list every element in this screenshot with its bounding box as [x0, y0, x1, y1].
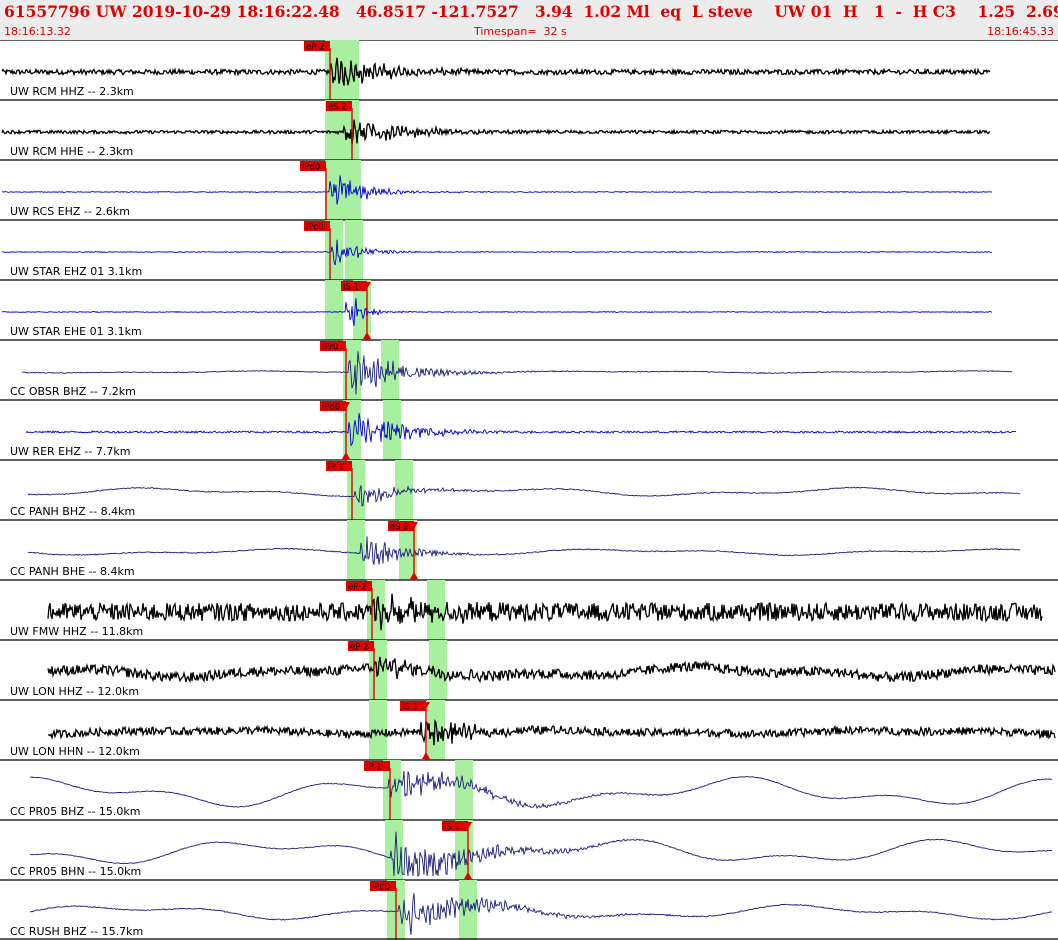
waveform	[47, 656, 1056, 684]
station-label: UW RER EHZ -- 7.7km	[10, 445, 130, 458]
pick-label: eP 2	[350, 643, 368, 653]
waveform	[25, 413, 1017, 447]
pick-marker-bottom	[464, 872, 472, 879]
waveform	[29, 770, 1053, 809]
timespan-label: Timespan= 32 s	[474, 25, 567, 38]
waveform	[29, 893, 1053, 935]
pick-label-box	[346, 581, 372, 591]
pick-label-box	[348, 641, 374, 651]
station-label: CC PR05 BHZ -- 15.0km	[10, 805, 141, 818]
pick-marker-top	[410, 522, 418, 529]
pick-marker-top	[363, 282, 371, 289]
pick-marker-top	[422, 702, 430, 709]
s-window-band	[399, 520, 417, 580]
pick-label-box	[326, 461, 352, 471]
s-window-band	[459, 880, 477, 940]
station-label: CC OBSR BHZ -- 7.2km	[10, 385, 136, 398]
s-window-band	[381, 340, 399, 400]
station-label: CC PANH BHZ -- 8.4km	[10, 505, 135, 518]
p-window-band	[325, 100, 343, 160]
pick-label: eS 2	[390, 523, 409, 533]
s-window-band	[341, 100, 359, 160]
s-window-band	[427, 700, 445, 760]
pick-label: iS 1	[343, 283, 359, 293]
pick-label: iPd0	[302, 163, 320, 173]
station-label: CC PR05 BHN -- 15.0km	[10, 865, 141, 878]
station-label: UW RCM HHE -- 2.3km	[10, 145, 133, 158]
pick-marker-bottom	[342, 452, 350, 459]
pick-label-box	[370, 881, 396, 891]
event-header: 61557796 UW 2019-10-29 18:16:22.48 46.85…	[0, 0, 1058, 40]
pick-label: iPr0	[322, 343, 338, 353]
seismogram-panel[interactable]: eP 2 UW RCM HHZ -- 2.3km eS 2 UW RCM HHE --…	[0, 40, 1058, 940]
pick-label-box	[400, 701, 426, 711]
station-label: UW STAR EHE 01 3.1km	[10, 325, 142, 338]
pick-label-box	[320, 401, 346, 411]
waveform	[47, 718, 1056, 746]
waveform	[27, 536, 1021, 565]
pick-label: iS 1	[402, 703, 418, 713]
pick-label-box	[304, 221, 330, 231]
waveform	[1, 175, 992, 205]
s-window-band	[455, 760, 473, 820]
pick-marker-top	[342, 402, 350, 409]
p-window-band	[385, 820, 403, 880]
s-window-band	[429, 640, 447, 700]
p-window-band	[325, 280, 343, 340]
end-time: 18:16:45.33	[987, 25, 1054, 38]
pick-label-box	[326, 101, 352, 111]
pick-label-box	[364, 761, 390, 771]
pick-label: eP 2	[306, 43, 324, 53]
p-window-band	[347, 520, 365, 580]
pick-label-box	[341, 281, 367, 291]
pick-label: iPd0	[322, 403, 340, 413]
pick-label: eP 2	[348, 583, 366, 593]
pick-label: iP 1	[366, 763, 382, 773]
pick-marker-top	[464, 822, 472, 829]
pick-label: iS 1	[444, 823, 460, 833]
station-label: UW LON HHZ -- 12.0km	[10, 685, 139, 698]
waveform	[21, 351, 1013, 395]
waveform	[29, 831, 1053, 878]
s-window-band	[343, 160, 361, 220]
pick-label: eS 2	[328, 103, 347, 113]
pick-label-box	[388, 521, 414, 531]
station-label: UW RCS EHZ -- 2.6km	[10, 205, 130, 218]
waveform	[1, 57, 991, 86]
pick-label-box	[320, 341, 346, 351]
pick-marker-bottom	[410, 572, 418, 579]
pick-label: iP 1	[328, 463, 344, 473]
station-label: UW RCM HHZ -- 2.3km	[10, 85, 134, 98]
waveform	[1, 239, 993, 266]
station-label: CC RUSH BHZ -- 15.7km	[10, 925, 143, 938]
s-window-band	[345, 220, 363, 280]
pick-label-box	[442, 821, 468, 831]
station-label: UW FMW HHZ -- 11.8km	[10, 625, 143, 638]
station-label: UW STAR EHZ 01 3.1km	[10, 265, 142, 278]
p-window-band	[325, 160, 343, 220]
event-title: 61557796 UW 2019-10-29 18:16:22.48 46.85…	[4, 2, 1058, 21]
p-window-band	[343, 400, 361, 460]
start-time: 18:16:13.32	[4, 25, 71, 38]
pick-label-box	[300, 161, 326, 171]
pick-label-box	[304, 41, 330, 51]
pick-label: iPcD	[372, 883, 391, 893]
waveform	[1, 298, 993, 326]
pick-marker-bottom	[363, 332, 371, 339]
station-label: UW LON HHN -- 12.0km	[10, 745, 140, 758]
station-label: CC PANH BHE -- 8.4km	[10, 565, 135, 578]
waveform	[27, 485, 1021, 507]
waveform	[47, 593, 1043, 631]
pick-label: iPc0	[306, 223, 324, 233]
waveform	[1, 119, 991, 145]
pick-marker-bottom	[422, 752, 430, 759]
